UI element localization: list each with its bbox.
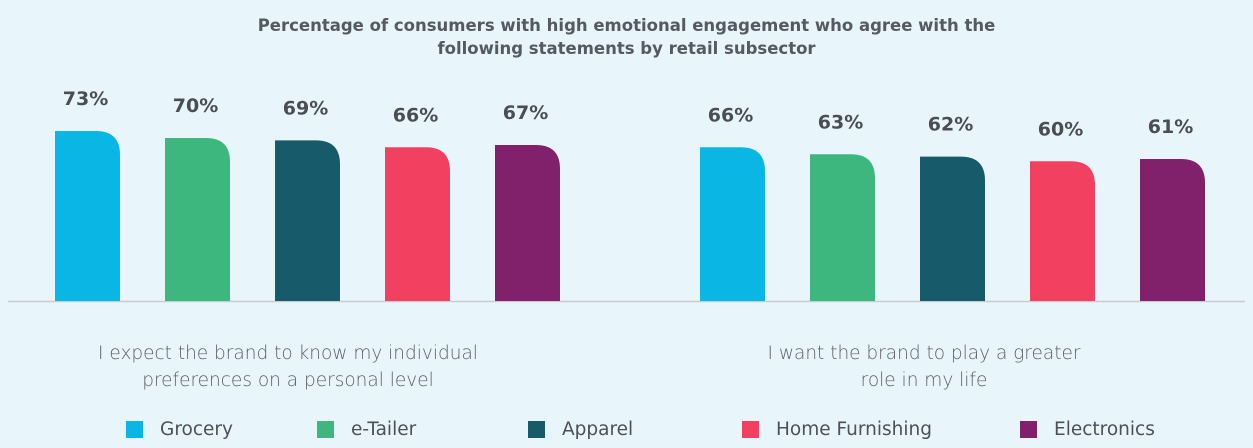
- data-label-apparel-group-2: 62%: [928, 114, 973, 136]
- data-label-electronics-group-1: 67%: [503, 102, 548, 124]
- legend-label: Home Furnishing: [776, 418, 932, 440]
- legend-swatch-apparel: [528, 420, 545, 438]
- category-label-line: I want the brand to play a greater: [767, 343, 1081, 364]
- legend-label: Electronics: [1054, 418, 1155, 440]
- chart-title-line-2: following statements by retail subsector: [437, 39, 816, 58]
- category-label-personal-preferences: I expect the brand to know my individual…: [38, 340, 538, 394]
- legend-swatch-grocery: [126, 420, 143, 438]
- data-label-apparel-group-1: 69%: [283, 97, 328, 119]
- category-label-line: preferences on a personal level: [142, 370, 434, 391]
- legend-item-electronics: Electronics: [1020, 416, 1155, 442]
- chart-title-line-1: Percentage of consumers with high emotio…: [257, 16, 996, 35]
- legend-label: Grocery: [160, 418, 233, 440]
- data-label-grocery-group-1: 73%: [63, 88, 108, 110]
- legend-swatch-electronics: [1020, 420, 1037, 438]
- bar-electronics-group-2: [1140, 158, 1205, 301]
- category-label-line: I expect the brand to know my individual: [98, 343, 478, 364]
- data-label-home-furnishing-group-1: 66%: [393, 104, 438, 126]
- bar-grocery-group-1: [55, 131, 120, 301]
- legend-item-etailer: e-Tailer: [317, 416, 416, 442]
- legend-label: e-Tailer: [351, 418, 417, 440]
- legend-item-apparel: Apparel: [528, 416, 633, 442]
- category-label-greater-role: I want the brand to play a greater role …: [674, 340, 1174, 394]
- data-label-e-tailer-group-1: 70%: [173, 95, 218, 117]
- data-label-electronics-group-2: 61%: [1148, 116, 1193, 138]
- bar-home-furnishing-group-2: [1030, 161, 1095, 301]
- category-label-line: role in my life: [860, 370, 988, 391]
- bar-home-furnishing-group-1: [385, 147, 450, 301]
- legend-swatch-home-furnishing: [742, 420, 759, 438]
- legend-item-grocery: Grocery: [126, 416, 233, 442]
- data-label-e-tailer-group-2: 63%: [818, 111, 863, 133]
- legend-label: Apparel: [562, 418, 634, 440]
- bar-e-tailer-group-2: [810, 154, 875, 301]
- bar-electronics-group-1: [495, 144, 560, 301]
- bar-e-tailer-group-1: [165, 137, 230, 301]
- data-label-home-furnishing-group-2: 60%: [1038, 118, 1083, 140]
- chart-title: Percentage of consumers with high emotio…: [0, 14, 1253, 60]
- data-label-grocery-group-2: 66%: [708, 104, 753, 126]
- bar-apparel-group-1: [275, 140, 340, 301]
- legend-item-home-furnishing: Home Furnishing: [742, 416, 932, 442]
- bar-apparel-group-2: [920, 156, 985, 301]
- chart-legend: Grocery e-Tailer Apparel Home Furnishing…: [0, 416, 1253, 442]
- legend-swatch-etailer: [317, 420, 334, 438]
- bar-grocery-group-2: [700, 147, 765, 301]
